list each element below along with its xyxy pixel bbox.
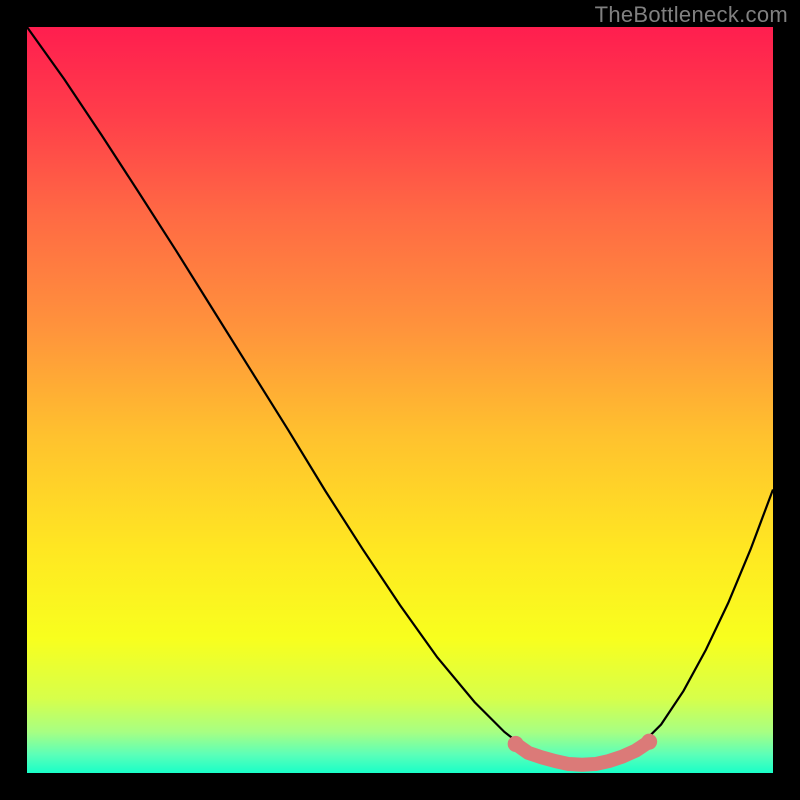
bottleneck-chart [0,0,800,800]
optimal-range-end-dot [641,734,657,750]
chart-frame: { "watermark": "TheBottleneck.com", "cha… [0,0,800,800]
gradient-background [27,27,773,773]
watermark-text: TheBottleneck.com [595,2,788,28]
optimal-range-start-dot [508,736,524,752]
